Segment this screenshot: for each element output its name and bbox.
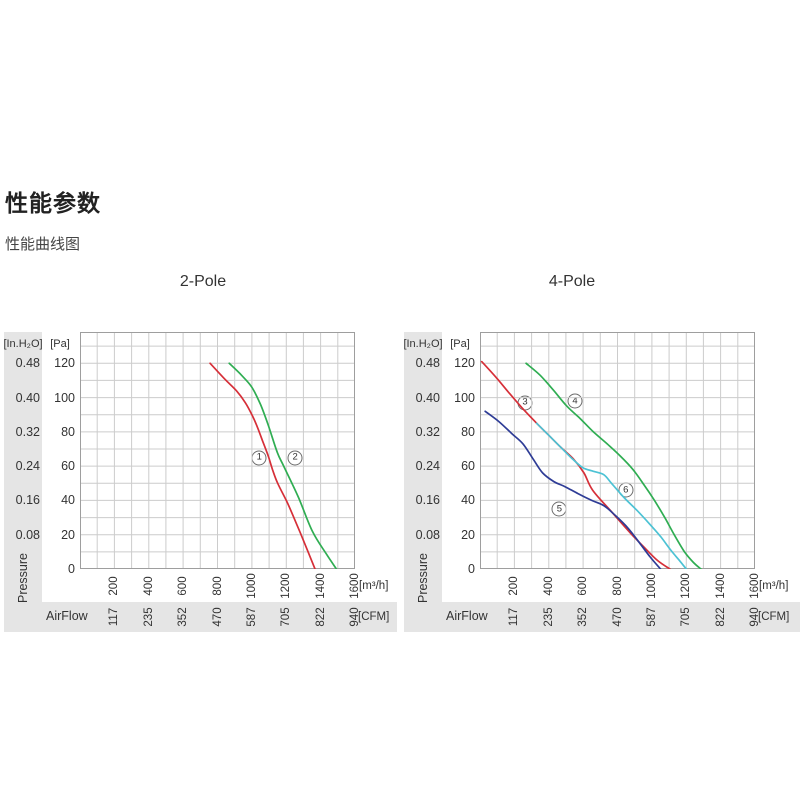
inh2o-axis-header: [In.H₂O]: [403, 338, 443, 350]
m3h-tick-label: 1200: [680, 573, 693, 599]
curve-3: [480, 360, 671, 569]
pa-tick-label: 60: [461, 459, 475, 474]
m3h-tick-label: 600: [177, 576, 190, 596]
inh2o-tick-label: 0.48: [415, 356, 440, 371]
airflow-axis-band: [4, 602, 397, 632]
pressure-axis-label: Pressure: [16, 552, 30, 604]
inh2o-tick-label: 0.08: [415, 527, 440, 542]
plot-area: [480, 332, 755, 569]
pa-tick-label: 100: [454, 390, 475, 405]
pa-axis-header: [Pa]: [50, 338, 70, 350]
inh2o-tick-label: 0.16: [415, 493, 440, 508]
curve-1: [209, 362, 316, 569]
cfm-tick-label: 587: [245, 607, 258, 627]
cfm-tick-label: 940: [749, 607, 761, 627]
cfm-tick-label: 822: [314, 607, 327, 627]
gridlines: [480, 332, 755, 569]
curve-6: [535, 422, 688, 569]
page-title: 性能参数: [5, 190, 101, 216]
pressure-axis-label: Pressure: [416, 552, 430, 604]
pa-tick-label: 80: [61, 424, 75, 439]
chart-title: 2-Pole: [179, 273, 227, 290]
inh2o-axis-header: [In.H₂O]: [3, 338, 43, 350]
chart-title: 4-Pole: [548, 273, 596, 290]
m3h-tick-label: 1000: [245, 573, 258, 599]
inh2o-tick-label: 0.24: [415, 459, 440, 474]
inh2o-tick-label: 0.32: [15, 424, 40, 439]
m3h-tick-label: 1400: [314, 573, 327, 599]
inh2o-tick-label: 0.40: [15, 390, 40, 405]
cfm-tick-label: 235: [142, 607, 155, 627]
inh2o-tick-label: 0.24: [15, 459, 40, 474]
inh2o-tick-label: 0.08: [15, 527, 40, 542]
cfm-tick-label: 822: [714, 607, 727, 627]
cfm-tick-label: 117: [508, 607, 521, 627]
pa-tick-label: 100: [54, 390, 75, 405]
curve-4: [525, 362, 702, 569]
airflow-axis-label: AirFlow: [446, 609, 488, 623]
cfm-tick-label: 705: [280, 607, 293, 627]
pa-tick-label: 60: [61, 459, 75, 474]
cfm-tick-label: 352: [577, 607, 590, 627]
pa-tick-label: 40: [61, 493, 75, 508]
inh2o-tick-label: 0.16: [15, 493, 40, 508]
m3h-tick-label: 200: [508, 576, 521, 596]
pa-tick-label: 40: [461, 493, 475, 508]
airflow-axis-label: AirFlow: [46, 609, 88, 623]
m3h-tick-label: 1000: [645, 573, 658, 599]
m3h-tick-label: 1600: [349, 573, 361, 599]
pa-tick-label: 120: [54, 356, 75, 371]
cfm-unit-label: [CFM]: [758, 611, 790, 623]
plot-frame: [80, 332, 355, 569]
cfm-tick-label: 940: [349, 607, 361, 627]
cfm-tick-label: 235: [542, 607, 555, 627]
pa-tick-label: 80: [461, 424, 475, 439]
m3h-tick-label: 800: [211, 576, 224, 596]
cfm-tick-label: 117: [108, 607, 121, 627]
pa-axis-header: [Pa]: [450, 338, 470, 350]
inh2o-tick-label: 0.48: [15, 356, 40, 371]
cfm-tick-label: 470: [611, 607, 624, 627]
m3h-tick-label: 200: [108, 576, 121, 596]
inh2o-tick-label: 0.40: [415, 390, 440, 405]
plot-area: [80, 332, 355, 569]
cfm-tick-label: 705: [680, 607, 693, 627]
m3h-unit-label: [m³/h]: [359, 580, 389, 592]
pa-tick-label: 0: [468, 562, 475, 576]
pa-tick-label: 0: [68, 562, 75, 576]
m3h-tick-label: 1400: [714, 573, 727, 599]
curve-2: [228, 362, 338, 569]
chart-2-pole: 2-Pole [In.H₂O] [Pa] Pressure [m³/h] Air…: [0, 270, 400, 642]
cfm-unit-label: [CFM]: [358, 611, 390, 623]
inh2o-tick-label: 0.32: [415, 424, 440, 439]
section-subtitle: 性能曲线图: [5, 236, 81, 253]
pa-tick-label: 20: [461, 527, 475, 542]
m3h-tick-label: 1200: [280, 573, 293, 599]
pa-tick-label: 20: [61, 527, 75, 542]
chart-4-pole: 4-Pole [In.H₂O] [Pa] Pressure [m³/h] Air…: [400, 270, 800, 642]
cfm-tick-label: 470: [211, 607, 224, 627]
pa-tick-label: 120: [454, 356, 475, 371]
gridlines: [80, 332, 355, 569]
m3h-tick-label: 1600: [749, 573, 761, 599]
m3h-tick-label: 400: [142, 576, 155, 596]
pressure-axis-band: [4, 332, 42, 632]
cfm-tick-label: 352: [177, 607, 190, 627]
pressure-axis-band: [404, 332, 442, 632]
m3h-tick-label: 800: [611, 576, 624, 596]
m3h-unit-label: [m³/h]: [759, 580, 789, 592]
m3h-tick-label: 400: [542, 576, 555, 596]
m3h-tick-label: 600: [577, 576, 590, 596]
curve-5: [484, 410, 662, 569]
plot-frame: [480, 332, 755, 569]
airflow-axis-band: [404, 602, 800, 632]
cfm-tick-label: 587: [645, 607, 658, 627]
